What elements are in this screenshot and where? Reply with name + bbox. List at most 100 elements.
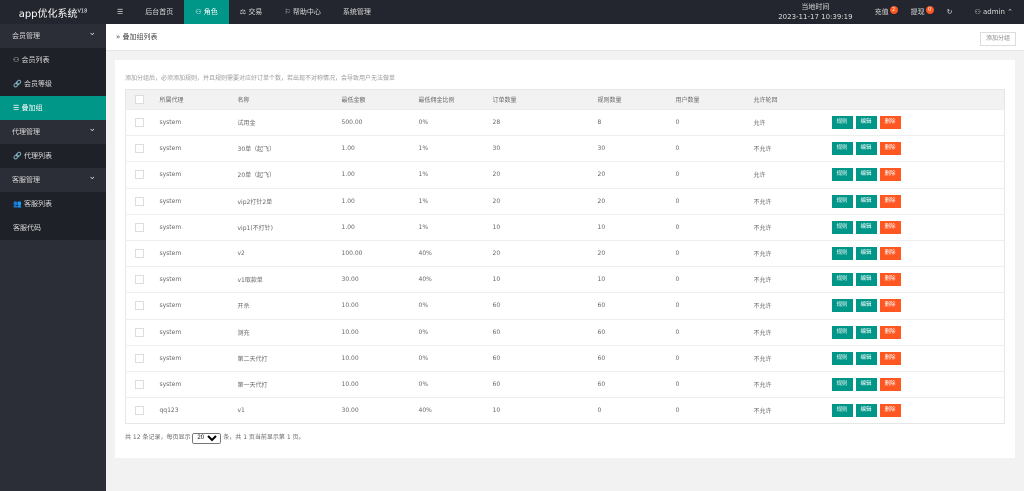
- nav-tab-0[interactable]: 后台首页: [145, 8, 174, 16]
- table-cell: 10.00: [341, 318, 419, 346]
- table-row: system v2 100.00 40% 20 20 0 不允许 规则 编辑 删除: [125, 239, 1005, 267]
- recharge-button[interactable]: 充值 2: [864, 6, 900, 17]
- edit-button[interactable]: 编辑: [855, 194, 877, 208]
- table-cell: 0: [597, 397, 676, 424]
- edit-button[interactable]: 编辑: [855, 351, 877, 365]
- sidebar-group[interactable]: 客服管理: [0, 165, 106, 192]
- table-cell: 不允许: [753, 187, 832, 215]
- table-cell: system: [159, 108, 238, 136]
- nav-tab-1[interactable]: ⚇ 角色: [184, 0, 229, 24]
- sidebar-item[interactable]: 🔗 会员等级: [0, 72, 106, 96]
- row-checkbox[interactable]: [135, 249, 144, 259]
- delete-button[interactable]: 删除: [879, 142, 901, 156]
- rules-button[interactable]: 规则: [831, 299, 853, 313]
- table-cell: 8: [597, 108, 676, 136]
- edit-button[interactable]: 编辑: [855, 299, 877, 313]
- edit-button[interactable]: 编辑: [855, 377, 877, 391]
- row-checkbox[interactable]: [135, 327, 144, 337]
- nav-tab-4[interactable]: 系统管理: [342, 8, 371, 16]
- delete-button[interactable]: 删除: [879, 299, 901, 313]
- table-row: system v1取款单 30.00 40% 10 10 0 不允许 规则 编辑 删除: [125, 266, 1005, 293]
- rules-button[interactable]: 规则: [831, 404, 853, 418]
- table-cell: 第二天代打: [237, 344, 342, 372]
- sidebar-group[interactable]: 会员管理: [0, 21, 106, 48]
- edit-button[interactable]: 编辑: [855, 273, 877, 287]
- table-row: system vip2打针2单 1.00 1% 20 20 0 不允许 规则 编辑 删除: [125, 187, 1005, 215]
- delete-button[interactable]: 删除: [879, 377, 901, 391]
- edit-button[interactable]: 编辑: [855, 142, 877, 156]
- table-cell: 1%: [418, 161, 493, 189]
- table-cell: 不允许: [753, 239, 832, 267]
- delete-button[interactable]: 删除: [879, 351, 901, 365]
- delete-button[interactable]: 删除: [879, 194, 901, 208]
- table-row: qq123 v1 30.00 40% 10 0 0 不允许 规则 编辑 删除: [125, 397, 1005, 424]
- edit-button[interactable]: 编辑: [855, 325, 877, 339]
- table-cell: vip2打针2单: [237, 187, 342, 215]
- logo: app优化系统V18: [18, 8, 88, 20]
- sidebar-group[interactable]: 代理管理: [0, 117, 106, 144]
- delete-button[interactable]: 删除: [879, 247, 901, 261]
- delete-button[interactable]: 删除: [879, 404, 901, 418]
- add-group-button[interactable]: 添加分组: [979, 32, 1016, 46]
- row-checkbox[interactable]: [135, 301, 144, 311]
- delete-button[interactable]: 删除: [879, 273, 901, 287]
- menu-toggle-icon[interactable]: ☰: [117, 8, 124, 16]
- row-checkbox[interactable]: [135, 170, 144, 180]
- table-row: system vip1(不打针) 1.00 1% 10 10 0 不允许 规则 编辑 删除: [125, 213, 1005, 241]
- table-cell: 20: [492, 187, 598, 215]
- table-cell: v2: [237, 239, 342, 267]
- sidebar-item[interactable]: ☰ 叠加组: [0, 96, 106, 120]
- row-checkbox[interactable]: [135, 275, 144, 285]
- rules-button[interactable]: 规则: [831, 116, 853, 130]
- select-all-checkbox[interactable]: [135, 95, 144, 104]
- rules-button[interactable]: 规则: [831, 325, 853, 339]
- row-checkbox[interactable]: [135, 222, 144, 232]
- row-checkbox[interactable]: [135, 118, 144, 128]
- sidebar-item[interactable]: 🔗 代理列表: [0, 144, 106, 168]
- delete-button[interactable]: 删除: [879, 116, 901, 130]
- edit-button[interactable]: 编辑: [855, 168, 877, 182]
- table-cell: 20: [597, 239, 676, 267]
- rules-button[interactable]: 规则: [831, 351, 853, 365]
- table-cell: 10: [492, 266, 598, 293]
- rules-button[interactable]: 规则: [831, 220, 853, 234]
- edit-button[interactable]: 编辑: [855, 116, 877, 130]
- nav-tab-2[interactable]: ⚖ 交易: [239, 8, 263, 16]
- column-header: 最低佣金比例: [418, 89, 493, 110]
- rules-button[interactable]: 规则: [831, 247, 853, 261]
- table-cell: system: [159, 187, 238, 215]
- table-cell: 0: [675, 161, 754, 189]
- page-size-select[interactable]: 20: [192, 432, 222, 444]
- edit-button[interactable]: 编辑: [855, 247, 877, 261]
- rules-button[interactable]: 规则: [831, 377, 853, 391]
- delete-button[interactable]: 删除: [879, 168, 901, 182]
- user-menu[interactable]: ⚇ admin ⌃: [974, 8, 1013, 16]
- sidebar-icon: ⚇: [13, 56, 20, 64]
- sidebar-item[interactable]: 客服代码: [0, 216, 106, 240]
- table-cell: 允许: [753, 108, 832, 136]
- edit-button[interactable]: 编辑: [855, 404, 877, 418]
- rules-button[interactable]: 规则: [831, 168, 853, 182]
- row-checkbox[interactable]: [135, 379, 144, 389]
- table-cell: 1.00: [341, 187, 419, 215]
- delete-button[interactable]: 删除: [879, 325, 901, 339]
- row-checkbox[interactable]: [135, 196, 144, 206]
- withdraw-button[interactable]: 提现 0: [900, 6, 936, 17]
- table-cell: 60: [597, 370, 676, 398]
- rules-button[interactable]: 规则: [831, 142, 853, 156]
- row-checkbox[interactable]: [135, 406, 144, 416]
- refresh-icon[interactable]: ↻: [946, 8, 953, 16]
- rules-button[interactable]: 规则: [831, 194, 853, 208]
- sidebar-item[interactable]: 👥 客服列表: [0, 192, 106, 216]
- rules-button[interactable]: 规则: [831, 273, 853, 287]
- edit-button[interactable]: 编辑: [855, 220, 877, 234]
- table-cell: 10.00: [341, 370, 419, 398]
- delete-button[interactable]: 删除: [879, 220, 901, 234]
- nav-tab-3[interactable]: ⚐ 帮助中心: [284, 8, 321, 16]
- sidebar-item[interactable]: ⚇ 会员列表: [0, 48, 106, 72]
- row-checkbox[interactable]: [135, 144, 144, 154]
- table-cell: 1%: [418, 135, 493, 162]
- table-cell: system: [159, 213, 238, 241]
- row-checkbox[interactable]: [135, 353, 144, 363]
- table-cell: 0: [675, 344, 754, 372]
